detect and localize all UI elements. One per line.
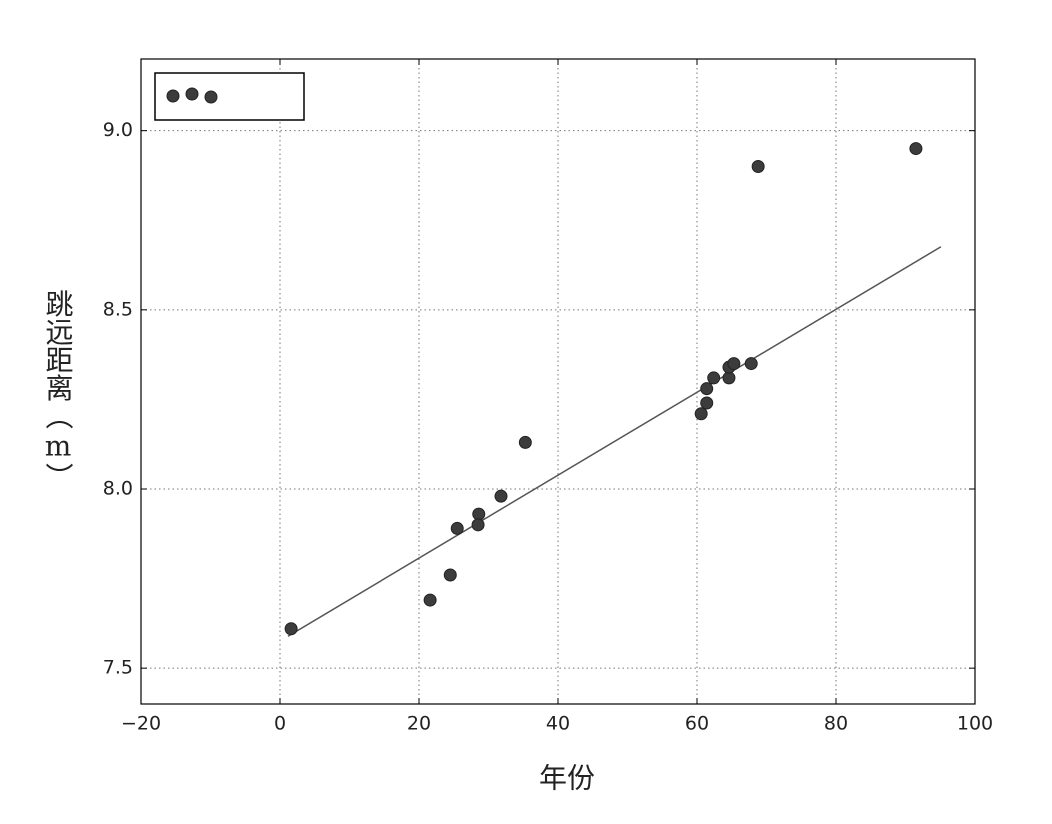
data-point [909,142,923,156]
y-axis-title: 跳远距离（m） [42,289,75,490]
legend [154,72,305,121]
y-tick-label: 9.0 [103,119,133,141]
legend-marker [166,89,180,103]
plot-frame [140,58,976,705]
y-tick-label: 8.5 [103,298,133,320]
legend-box [154,72,305,121]
data-point [707,371,721,385]
data-point [694,407,708,421]
x-axis-title: 年份 [539,762,595,795]
data-point [443,568,457,582]
x-tick-label: 80 [824,713,848,735]
legend-marker [185,87,199,101]
x-tick-label: 100 [957,713,993,735]
x-tick-label: 20 [407,713,431,735]
fit-line [287,246,942,637]
data-point [700,382,714,396]
data-point [472,507,486,521]
data-point [450,521,464,535]
x-tick-label: 60 [685,713,709,735]
y-tick-label: 7.5 [103,657,133,679]
data-point [518,435,532,449]
data-point [423,593,437,607]
data-point [284,622,298,636]
data-point [751,160,765,173]
data-point [494,489,508,503]
data-point [744,357,758,371]
data-point [722,371,736,385]
x-tick-label: −20 [121,713,161,735]
x-tick-label: 40 [546,713,570,735]
data-point [700,396,714,410]
x-tick-label: 0 [274,713,286,735]
data-point [471,518,485,532]
y-tick-label: 8.0 [103,478,133,500]
legend-marker [204,90,218,104]
data-point [727,357,741,371]
